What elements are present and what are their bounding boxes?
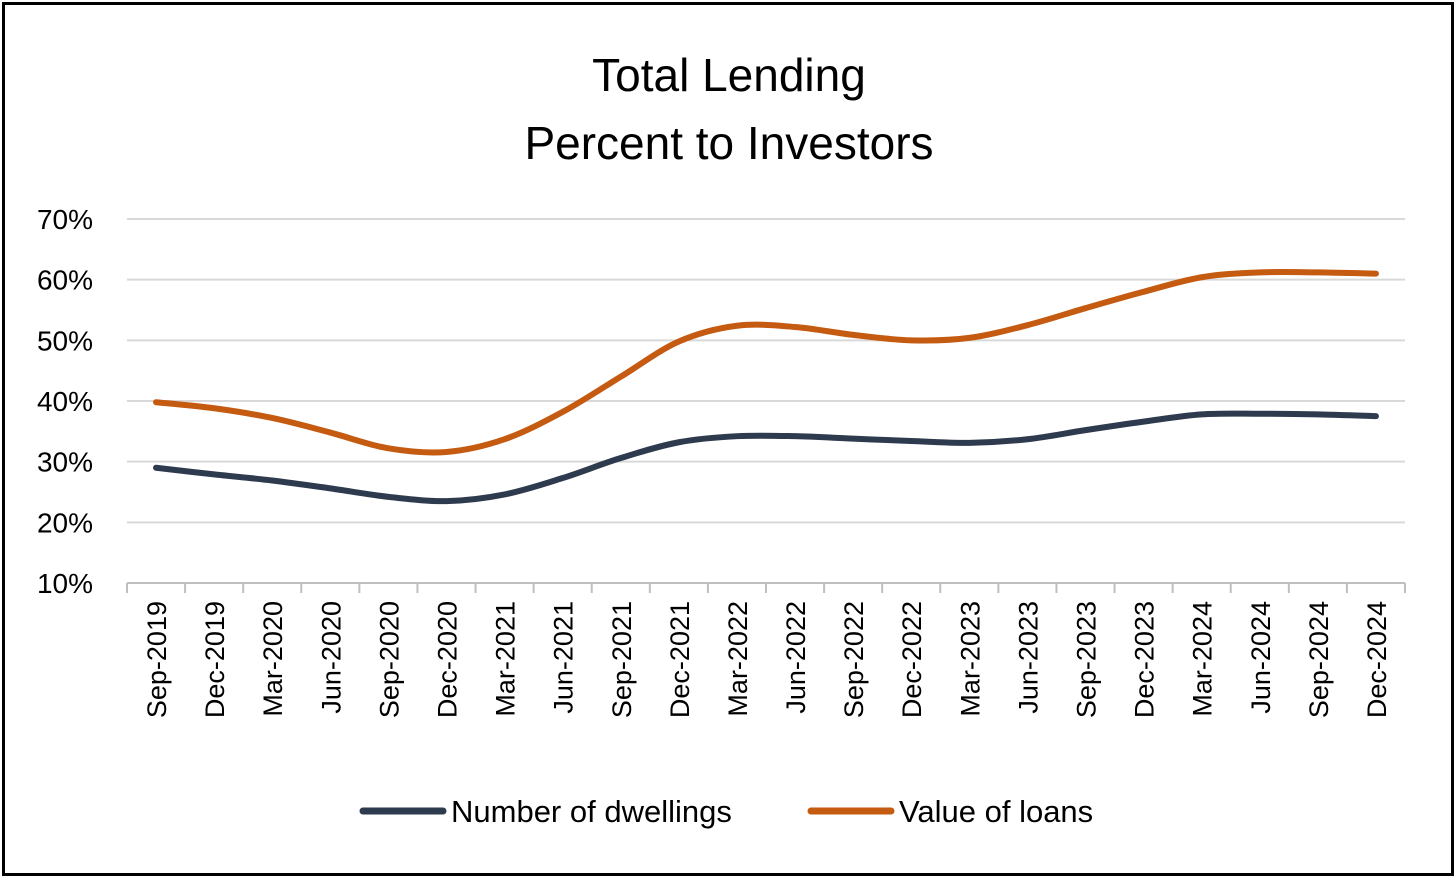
- gridlines: [127, 218, 1405, 524]
- chart-subtitle: Percent to Investors: [524, 117, 933, 169]
- series-line-1: [153, 268, 1379, 456]
- x-axis: Sep-2019 Dec-2019 Mar-2020 Jun-2020 Sep-2020…: [126, 582, 1406, 718]
- x-tick-label: Dec-2023: [1130, 601, 1160, 718]
- legend: Number of dwellings Value of loans: [359, 794, 1093, 829]
- x-tick-label: Dec-2020: [433, 601, 463, 718]
- x-tick-label: Jun-2024: [1246, 601, 1276, 714]
- x-tick-label: Dec-2024: [1362, 601, 1392, 718]
- x-tick-label: Sep-2024: [1304, 601, 1334, 718]
- x-tick-label: Sep-2023: [1072, 601, 1102, 718]
- y-axis-ticks: 10% 20% 30% 40% 50% 60% 70%: [37, 204, 93, 599]
- y-tick-label: 70%: [37, 204, 93, 235]
- x-tick-label: Mar-2022: [723, 601, 753, 717]
- x-tick-label: Sep-2021: [607, 601, 637, 718]
- y-tick-label: 10%: [37, 568, 93, 599]
- y-tick-label: 60%: [37, 265, 93, 296]
- y-tick-label: 40%: [37, 386, 93, 417]
- y-tick-label: 50%: [37, 325, 93, 356]
- x-tick-label: Sep-2022: [839, 601, 869, 718]
- series-line-0: [153, 410, 1379, 505]
- line-chart: Total Lending Percent to Investors 10% 20…: [37, 49, 1406, 829]
- legend-label: Number of dwellings: [451, 794, 732, 829]
- x-tick-label: Mar-2024: [1188, 601, 1218, 717]
- chart-title: Total Lending: [592, 49, 866, 101]
- x-tick-label: Dec-2019: [200, 601, 230, 718]
- x-tick-label: Sep-2019: [142, 601, 172, 718]
- x-tick-label: Mar-2023: [955, 601, 985, 717]
- x-tick-label: Mar-2021: [491, 601, 521, 717]
- y-tick-label: 20%: [37, 507, 93, 538]
- x-tick-label: Sep-2020: [374, 601, 404, 718]
- x-tick-label: Jun-2022: [781, 601, 811, 714]
- x-tick-label: Jun-2021: [549, 601, 579, 714]
- y-tick-label: 30%: [37, 447, 93, 478]
- legend-label: Value of loans: [899, 794, 1093, 829]
- series-lines: [153, 268, 1379, 505]
- x-tick-label: Mar-2020: [258, 601, 288, 717]
- x-tick-label: Jun-2020: [316, 601, 346, 714]
- x-tick-label: Jun-2023: [1013, 601, 1043, 714]
- x-tick-label: Dec-2022: [897, 601, 927, 718]
- x-tick-label: Dec-2021: [665, 601, 695, 718]
